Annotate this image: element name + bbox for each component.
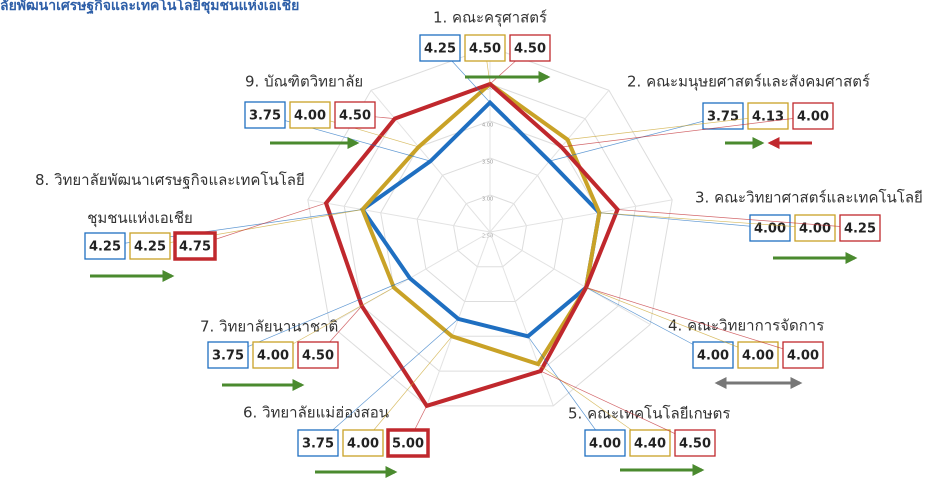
value-box xyxy=(747,102,789,130)
leader-line xyxy=(317,318,459,444)
leader-line xyxy=(586,287,759,356)
value-label: 4.50 xyxy=(339,109,371,124)
value-box xyxy=(792,102,834,130)
spoke xyxy=(489,231,651,325)
value-box xyxy=(244,101,286,129)
series-line xyxy=(323,81,620,409)
value-label: 4.25 xyxy=(134,240,166,255)
value-label: 4.25 xyxy=(89,240,121,255)
value-label: 3.75 xyxy=(212,349,244,364)
chart-title: ลัยพัฒนาเศรษฐกิจและเทคโนโลยีชุมชนแห่งเอเ… xyxy=(0,0,299,15)
value-label: 3.75 xyxy=(707,110,739,125)
spoke xyxy=(489,231,554,407)
value-label: 4.50 xyxy=(679,437,711,452)
value-box xyxy=(839,214,881,242)
value-box xyxy=(297,341,339,369)
leader-line xyxy=(527,336,606,444)
value-label: 3.75 xyxy=(249,109,281,124)
value-label: 4.50 xyxy=(302,349,334,364)
value-label: 4.13 xyxy=(752,110,784,125)
value-label: 4.00 xyxy=(294,109,326,124)
grid-ring xyxy=(343,83,637,372)
value-box xyxy=(782,341,824,369)
value-label: 4.40 xyxy=(634,437,666,452)
leader-line xyxy=(617,209,861,229)
r-tick-label: 3.50 xyxy=(482,160,493,166)
spoke xyxy=(307,199,491,233)
r-tick-label: 3.00 xyxy=(482,197,493,203)
category-label: 6. วิทยาลัยแม่ฮ่องสอน xyxy=(243,404,389,422)
value-box xyxy=(702,102,744,130)
value-box xyxy=(334,101,376,129)
value-label: 4.25 xyxy=(424,42,456,57)
value-box xyxy=(173,231,217,261)
leader-line xyxy=(586,287,804,356)
value-box xyxy=(84,232,126,260)
grid-ring xyxy=(380,120,600,337)
value-box xyxy=(692,341,734,369)
category-label: 3. คณะวิทยาศาสตร์และเทคโนโลยี xyxy=(695,189,923,207)
value-label: 4.50 xyxy=(469,42,501,57)
leader-line xyxy=(561,115,814,148)
category-label: 4. คณะวิทยาการจัดการ xyxy=(668,317,824,335)
value-box xyxy=(674,429,716,457)
value-box xyxy=(129,232,171,260)
r-tick-label: 2.50 xyxy=(482,234,493,240)
value-box xyxy=(464,34,506,62)
value-label: 4.50 xyxy=(514,42,546,57)
value-label: 4.00 xyxy=(257,349,289,364)
value-box xyxy=(584,429,626,457)
r-tick-label: 4.00 xyxy=(482,123,493,129)
category-label: 1. คณะครุศาสตร์ xyxy=(433,9,547,28)
value-box xyxy=(342,429,384,457)
leader-line xyxy=(540,370,696,444)
category-label: 8. วิทยาลัยพัฒนาเศรษฐกิจและเทคโนโลยีชุมช… xyxy=(35,171,305,228)
value-box xyxy=(386,428,430,458)
leader-line xyxy=(549,115,724,162)
value-label: 4.00 xyxy=(787,349,819,364)
value-label: 4.00 xyxy=(697,349,729,364)
grid-ring xyxy=(453,194,527,268)
value-box xyxy=(749,214,791,242)
value-label: 4.75 xyxy=(179,240,211,255)
leader-line xyxy=(362,336,453,444)
value-label: 4.00 xyxy=(347,437,379,452)
value-box xyxy=(297,429,339,457)
category-label: 5. คณะเทคโนโลยีเกษตร xyxy=(568,405,730,423)
value-label: 4.00 xyxy=(742,349,774,364)
spoke xyxy=(489,199,673,233)
value-box xyxy=(252,341,294,369)
series-line xyxy=(360,81,602,367)
leader-line xyxy=(567,115,769,140)
series-line xyxy=(359,99,602,339)
leader-line xyxy=(194,202,327,247)
value-box xyxy=(509,34,551,62)
value-box xyxy=(419,34,461,62)
leader-line xyxy=(585,287,714,356)
value-label: 4.00 xyxy=(589,437,621,452)
value-label: 4.25 xyxy=(844,222,876,237)
leader-line xyxy=(599,212,771,229)
leader-line xyxy=(599,212,816,229)
grid-ring xyxy=(416,157,564,303)
value-box xyxy=(794,214,836,242)
value-box xyxy=(737,341,779,369)
value-box xyxy=(289,101,331,129)
grid-ring xyxy=(307,46,673,407)
category-label: 9. บัณฑิตวิทยาลัย xyxy=(245,73,363,91)
value-label: 3.75 xyxy=(302,437,334,452)
value-label: 5.00 xyxy=(392,437,424,452)
value-box xyxy=(207,341,249,369)
category-label: 7. วิทยาลัยนานาชาติ xyxy=(200,318,338,336)
value-label: 4.00 xyxy=(797,110,829,125)
value-box xyxy=(629,429,671,457)
category-label: 2. คณะมนุษยศาสตร์และสังคมศาสตร์ xyxy=(627,73,870,92)
